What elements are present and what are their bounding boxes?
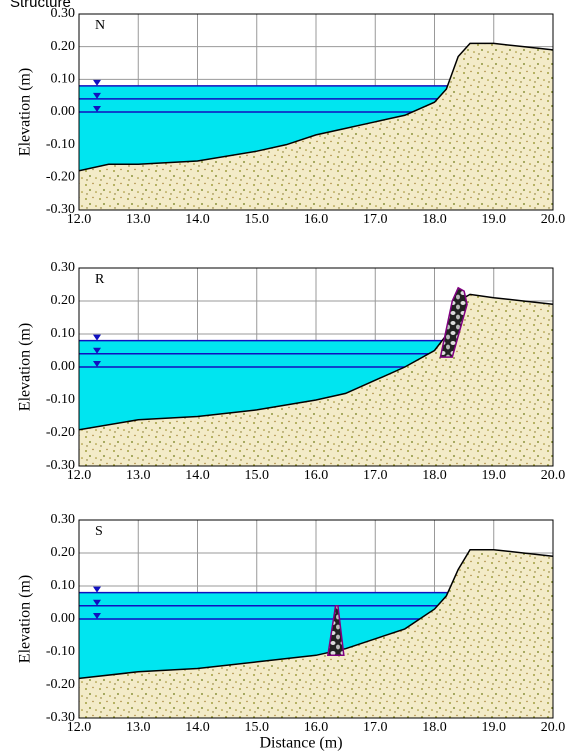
page-title: Structure	[10, 0, 71, 11]
y-tick-label: -0.10	[46, 644, 75, 659]
plot-area	[79, 268, 553, 466]
x-tick-label: 16.0	[304, 720, 329, 735]
y-tick-label: -0.20	[46, 170, 75, 185]
x-tick-label: 14.0	[185, 468, 210, 483]
y-tick-label: -0.20	[46, 425, 75, 440]
y-axis-label: Elevation (m)	[17, 68, 34, 156]
y-tick-label: 0.20	[51, 293, 76, 308]
y-tick-label: 0.00	[51, 104, 76, 119]
ground-profile	[79, 293, 553, 431]
x-tick-label: 15.0	[245, 212, 270, 227]
x-tick-label: 12.0	[67, 212, 92, 227]
ground	[79, 43, 553, 210]
panel-label: N	[95, 18, 105, 33]
x-tick-label: 13.0	[126, 720, 151, 735]
water-marker	[93, 92, 101, 99]
y-tick-label: -0.30	[46, 202, 75, 217]
plot-frame	[78, 267, 554, 467]
water-marker	[93, 106, 101, 112]
panel-label: S	[95, 524, 103, 539]
plot-frame	[78, 13, 554, 211]
structure	[326, 605, 345, 657]
y-tick-label: 0.10	[51, 72, 76, 87]
plot-area	[79, 14, 553, 210]
ground	[79, 294, 553, 466]
water-marker	[93, 361, 101, 367]
x-tick-label: 18.0	[422, 720, 447, 735]
x-tick-label: 20.0	[541, 468, 566, 483]
x-tick-label: 18.0	[422, 212, 447, 227]
y-tick-label: 0.20	[51, 545, 76, 560]
x-tick-label: 12.0	[67, 720, 92, 735]
plot-area	[79, 520, 553, 718]
x-tick-label: 13.0	[126, 468, 151, 483]
y-tick-label: 0.20	[51, 39, 76, 54]
water-marker	[93, 613, 101, 619]
y-tick-label: -0.20	[46, 677, 75, 692]
y-tick-label: 0.10	[51, 578, 76, 593]
x-tick-label: 20.0	[541, 720, 566, 735]
ground	[79, 549, 553, 718]
y-tick-label: 0.30	[51, 260, 76, 275]
x-tick-label: 19.0	[482, 720, 507, 735]
panel-label: R	[95, 272, 105, 287]
x-tick-label: 19.0	[482, 212, 507, 227]
structure	[439, 286, 468, 358]
x-tick-label: 17.0	[363, 212, 388, 227]
x-tick-label: 20.0	[541, 212, 566, 227]
x-tick-label: 14.0	[185, 212, 210, 227]
x-axis-label: Distance (m)	[259, 735, 342, 752]
y-tick-label: 0.10	[51, 326, 76, 341]
x-tick-label: 12.0	[67, 468, 92, 483]
ground-profile	[79, 548, 553, 680]
water-marker	[93, 334, 101, 341]
y-tick-label: 0.30	[51, 6, 76, 21]
x-tick-label: 19.0	[482, 468, 507, 483]
x-tick-label: 17.0	[363, 468, 388, 483]
water-marker	[93, 599, 101, 606]
y-axis-label: Elevation (m)	[17, 575, 34, 663]
y-axis-label: Elevation (m)	[17, 323, 34, 411]
y-tick-label: -0.30	[46, 458, 75, 473]
y-tick-label: -0.30	[46, 710, 75, 725]
x-tick-label: 14.0	[185, 720, 210, 735]
x-tick-label: 16.0	[304, 212, 329, 227]
y-tick-label: 0.30	[51, 512, 76, 527]
x-tick-label: 16.0	[304, 468, 329, 483]
x-tick-label: 15.0	[245, 720, 270, 735]
ground-profile	[79, 42, 553, 172]
y-tick-label: -0.10	[46, 137, 75, 152]
water-marker	[93, 347, 101, 354]
x-tick-label: 17.0	[363, 720, 388, 735]
y-tick-label: -0.10	[46, 392, 75, 407]
water-marker	[93, 79, 101, 86]
water-marker	[93, 586, 101, 593]
y-tick-label: 0.00	[51, 359, 76, 374]
y-tick-label: 0.00	[51, 611, 76, 626]
x-tick-label: 15.0	[245, 468, 270, 483]
x-tick-label: 18.0	[422, 468, 447, 483]
plot-frame	[78, 519, 554, 719]
x-tick-label: 13.0	[126, 212, 151, 227]
